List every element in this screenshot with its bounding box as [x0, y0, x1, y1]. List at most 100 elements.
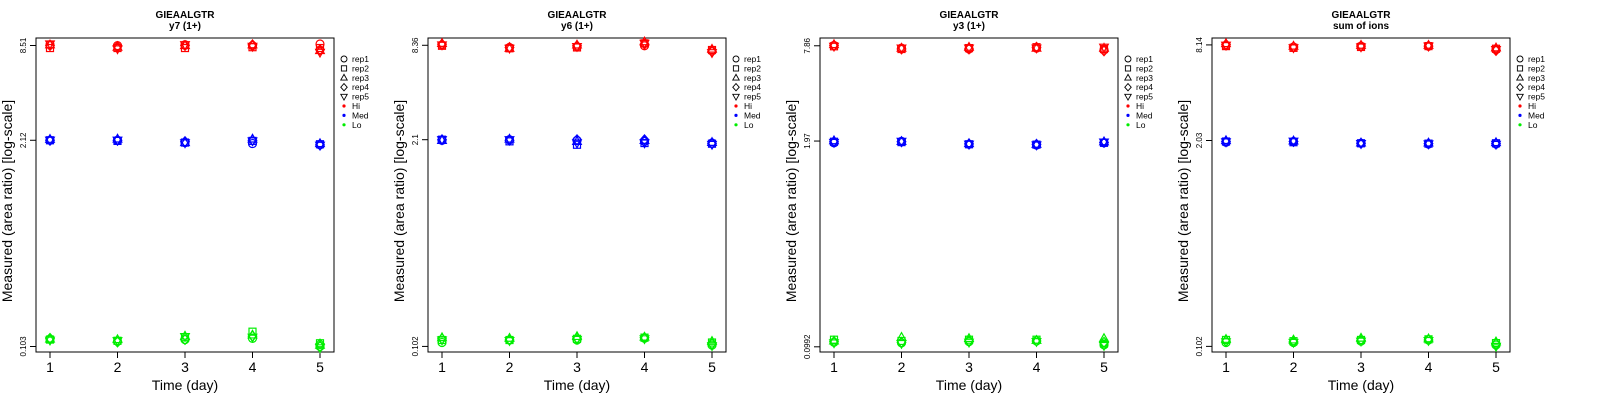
data-point-lo-rep5 — [639, 335, 650, 345]
legend-label: Med — [1136, 110, 1153, 120]
y-tick-label: 8.36 — [411, 37, 420, 53]
data-point-lo-rep5 — [112, 337, 123, 347]
y-tick-label: 0.102 — [411, 336, 420, 357]
legend-marker-rep1 — [340, 55, 348, 63]
x-tick-label: 1 — [46, 359, 54, 375]
x-tick-label: 3 — [573, 359, 581, 375]
data-point-lo-rep5 — [44, 336, 56, 346]
chart-title: GIEAALGTR — [548, 10, 608, 21]
data-point-hi-rep5 — [44, 40, 56, 50]
legend-marker-rep3 — [732, 73, 740, 81]
x-tick-label: 1 — [1222, 359, 1230, 375]
legend-dot-hi — [1126, 104, 1130, 108]
data-point-med-rep5 — [1490, 140, 1502, 151]
data-point-hi-rep5 — [436, 41, 448, 51]
x-tick-label: 5 — [1100, 359, 1108, 375]
data-point-med-rep5 — [247, 137, 258, 147]
x-tick-label: 1 — [438, 359, 446, 375]
data-point-lo-rep4 — [314, 338, 326, 350]
legend-label: rep5 — [352, 92, 369, 102]
data-point-lo-rep3 — [963, 332, 975, 343]
legend-dot-hi — [342, 104, 346, 108]
data-point-med-rep5 — [504, 136, 515, 146]
x-tick-label: 4 — [1033, 359, 1041, 375]
data-point-lo-rep5 — [571, 335, 583, 346]
legend-label: rep5 — [744, 92, 761, 102]
x-tick-label: 5 — [708, 359, 716, 375]
chart-subtitle: y3 (1+) — [953, 21, 985, 32]
data-point-lo-rep5 — [1031, 338, 1042, 348]
data-point-med-rep5 — [112, 136, 123, 147]
data-point-med-rep5 — [1220, 138, 1232, 148]
data-point-hi-rep5 — [1031, 44, 1042, 54]
data-point-med-rep5 — [571, 139, 583, 149]
chart-title: GIEAALGTR — [940, 10, 1000, 21]
legend-label: rep4 — [1136, 82, 1153, 92]
data-point-lo-rep5 — [896, 339, 907, 350]
y-tick-label: 2.12 — [19, 132, 28, 148]
legend-label: rep1 — [352, 54, 369, 64]
y-tick-label: 1.97 — [803, 133, 812, 149]
data-point-lo-rep3 — [706, 335, 718, 345]
data-point-hi-rep5 — [706, 49, 718, 59]
legend-marker-rep3 — [1516, 73, 1524, 81]
data-point-hi-rep5 — [112, 45, 123, 55]
data-point-lo-rep4 — [1490, 338, 1502, 350]
legend-label: Hi — [352, 101, 360, 111]
data-point-lo-rep5 — [1220, 338, 1232, 348]
legend-label: rep4 — [744, 82, 761, 92]
legend-label: Med — [352, 110, 369, 120]
data-point-lo-rep5 — [706, 342, 718, 352]
x-axis-label: Time (day) — [152, 377, 218, 393]
legend-label: Hi — [744, 101, 752, 111]
data-point-med-rep5 — [1355, 140, 1367, 150]
legend-marker-rep5 — [1124, 93, 1132, 101]
chart-subtitle: y6 (1+) — [561, 21, 593, 32]
y-tick-label: 0.102 — [1195, 336, 1204, 357]
legend-label: rep1 — [1528, 54, 1545, 64]
x-axis-label: Time (day) — [544, 377, 610, 393]
data-point-med-rep3 — [963, 137, 975, 148]
legend-label: rep1 — [1136, 54, 1153, 64]
legend-dot-lo — [342, 123, 346, 127]
data-point-med-rep5 — [828, 138, 840, 149]
legend-label: rep2 — [1136, 63, 1153, 73]
legend-dot-med — [342, 113, 346, 117]
data-point-hi-rep4 — [112, 40, 123, 53]
legend-label: Lo — [1136, 120, 1146, 130]
legend-label: rep3 — [352, 73, 369, 83]
data-point-lo-rep3 — [1031, 334, 1042, 344]
data-point-lo-rep5 — [1098, 341, 1110, 352]
data-point-med-rep5 — [314, 141, 326, 152]
legend-label: rep3 — [1528, 73, 1545, 83]
data-point-hi-rep5 — [896, 44, 907, 54]
plot-frame — [1211, 37, 1511, 353]
data-point-hi-rep5 — [1423, 42, 1434, 52]
data-point-med-rep3 — [896, 135, 907, 145]
y-axis-label: Measured (area ratio) [log-scale] — [1175, 100, 1191, 302]
data-point-med-rep5 — [1098, 138, 1110, 148]
data-point-lo-rep5 — [247, 333, 258, 344]
y-tick-label: 7.86 — [803, 37, 812, 53]
legend-marker-rep2 — [732, 65, 740, 72]
legend-dot-hi — [734, 104, 738, 108]
data-point-med-rep5 — [1288, 137, 1299, 148]
plot-frame — [427, 37, 727, 353]
data-point-lo-rep3 — [179, 330, 191, 340]
data-point-lo-rep5 — [1288, 338, 1299, 349]
data-point-lo-rep5 — [314, 344, 326, 354]
legend-marker-rep5 — [1516, 93, 1524, 101]
chart-title: GIEAALGTR — [156, 10, 216, 21]
data-point-med-rep5 — [1423, 140, 1434, 150]
data-point-hi-rep5 — [571, 43, 583, 53]
y-tick-label: 8.14 — [1195, 37, 1204, 53]
legend-marker-rep5 — [340, 93, 348, 101]
data-point-lo-rep5 — [436, 336, 448, 346]
data-point-lo-rep5 — [963, 338, 975, 349]
legend-label: rep2 — [352, 63, 369, 73]
legend-marker-rep1 — [1516, 55, 1524, 63]
legend-label: Lo — [352, 120, 362, 130]
